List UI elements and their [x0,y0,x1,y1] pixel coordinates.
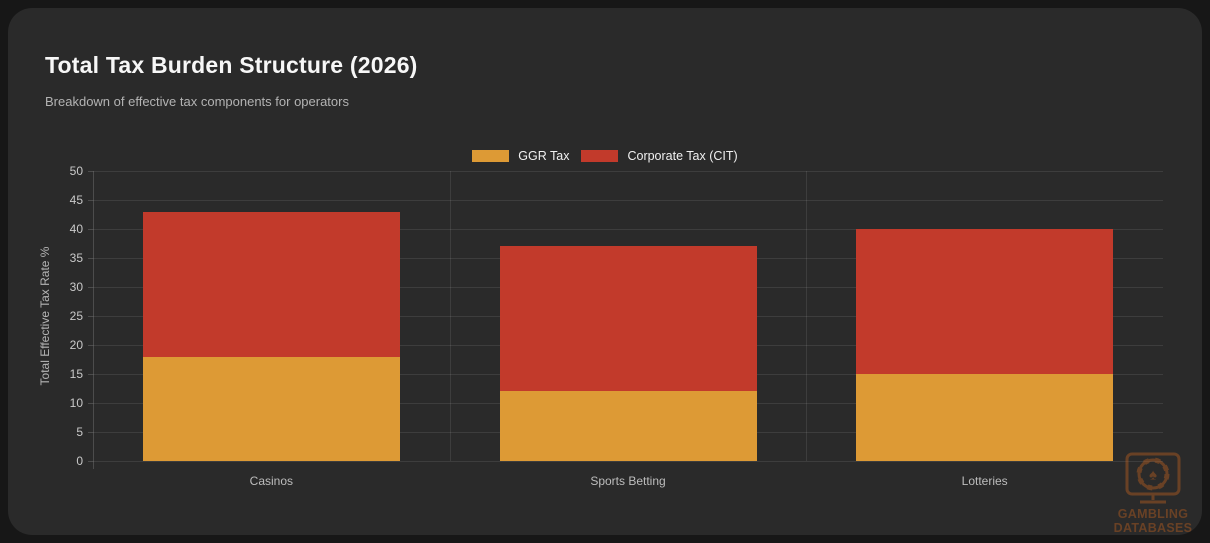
y-tick-mark [88,345,93,346]
y-tick-mark [88,258,93,259]
y-tick-mark [88,171,93,172]
y-tick-label: 35 [69,251,83,265]
y-tick-label: 25 [69,309,83,323]
gridline-horizontal [93,229,1163,230]
gridline-horizontal [93,461,1163,462]
gridline-horizontal [93,200,1163,201]
bar-segment-ggr-tax[interactable] [142,356,400,461]
y-tick-mark [88,403,93,404]
y-tick-mark [88,316,93,317]
watermark-logo: ♠ GAMBLING DATABASES [1112,451,1194,535]
y-axis-line [93,171,94,469]
x-axis-label: Lotteries [961,474,1008,488]
spade-glyph: ♠ [1149,467,1157,484]
y-axis-title-box: Total Effective Tax Rate % [33,171,57,461]
bar-segment-corporate-tax-cit-[interactable] [142,211,400,357]
legend-label: GGR Tax [518,149,570,163]
legend-swatch [581,150,619,162]
gridline-vertical [806,171,808,461]
legend-item-1[interactable]: Corporate Tax (CIT) [581,149,738,163]
y-axis-title: Total Effective Tax Rate % [38,246,52,386]
gridline-vertical [449,171,451,461]
y-tick-label: 5 [76,425,83,439]
stacked-bar-lotteries[interactable] [856,171,1114,461]
x-axis-label: Sports Betting [590,474,666,488]
chart-subtitle: Breakdown of effective tax components fo… [45,94,349,109]
y-tick-label: 45 [69,193,83,207]
y-tick-label: 0 [76,454,83,468]
y-tick-mark [88,432,93,433]
bar-segment-corporate-tax-cit-[interactable] [856,229,1114,374]
bar-segment-ggr-tax[interactable] [499,391,757,461]
legend-item-0[interactable]: GGR Tax [472,149,569,163]
stacked-bar-sports-betting[interactable] [499,171,757,461]
chart-card: Total Tax Burden Structure (2026) Breakd… [8,8,1202,535]
plot-area: Total Effective Tax Rate % 0 5 10 15 20 25 30 3… [38,164,1163,488]
y-tick-label: 50 [69,164,83,178]
y-tick-label: 10 [69,396,83,410]
y-tick-mark [88,374,93,375]
y-tick-mark [88,229,93,230]
legend-swatch [472,150,510,162]
watermark-line2: DATABASES [1113,521,1193,535]
y-tick-label: 30 [69,280,83,294]
bar-segment-ggr-tax[interactable] [856,374,1114,461]
watermark-line1: GAMBLING [1117,507,1189,521]
gridline-horizontal [93,171,1163,172]
y-tick-label: 20 [69,338,83,352]
y-tick-label: 15 [69,367,83,381]
y-tick-mark [88,200,93,201]
y-tick-mark [88,461,93,462]
legend: GGR Tax Corporate Tax (CIT) [8,149,1202,163]
legend-label: Corporate Tax (CIT) [627,149,738,163]
gambling-databases-logo-icon: ♠ [1125,452,1181,504]
chart-title: Total Tax Burden Structure (2026) [45,52,418,78]
y-tick-mark [88,287,93,288]
y-tick-label: 40 [69,222,83,236]
stacked-bar-casinos[interactable] [142,171,400,461]
bar-segment-corporate-tax-cit-[interactable] [499,246,757,392]
x-axis-label: Casinos [249,474,294,488]
